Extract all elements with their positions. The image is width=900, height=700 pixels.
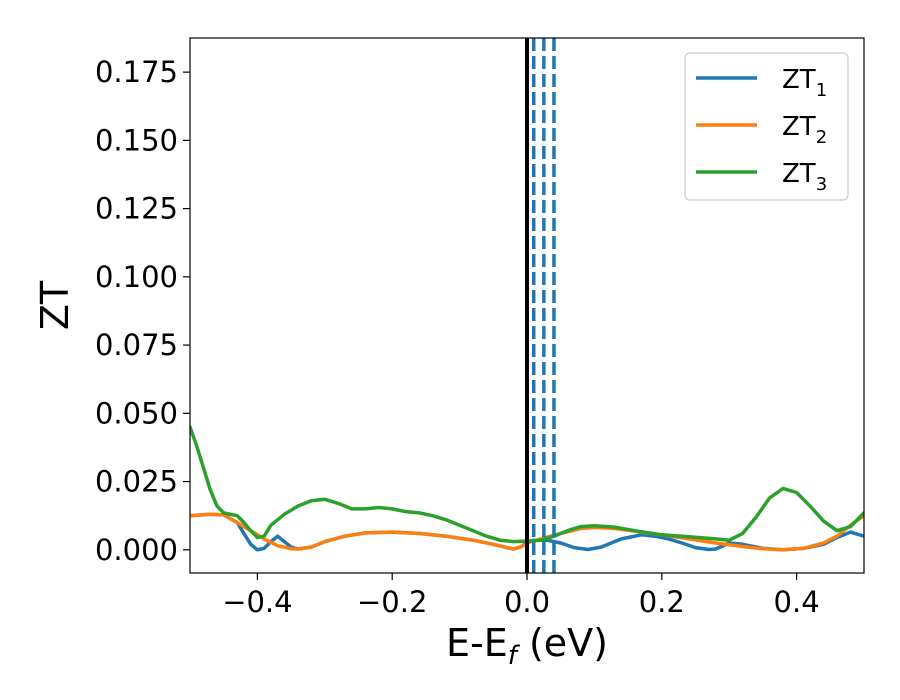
x-axis-label-main: E-E: [446, 621, 508, 665]
legend-label-3: ZT3: [782, 159, 827, 195]
series-line-zt2: [190, 512, 864, 552]
series-layer: [190, 425, 864, 552]
x-axis-label-unit: (eV): [517, 621, 608, 665]
y-axis-label: ZT: [33, 280, 77, 330]
y-tick-label: 0.150: [95, 123, 178, 157]
y-tick-label: 0.000: [95, 533, 178, 567]
legend-label-sub: 1: [816, 80, 827, 101]
y-tick-label: 0.175: [95, 55, 178, 89]
y-tick-label: 0.125: [95, 192, 178, 226]
x-axis: −0.4 −0.2 0.0 0.2 0.4: [222, 573, 820, 619]
y-tick-label: 0.100: [95, 260, 178, 294]
x-tick-label: 0.4: [774, 585, 820, 619]
y-tick-label: 0.075: [95, 328, 178, 362]
legend-label-main: ZT: [782, 112, 816, 142]
series-line-zt3: [190, 425, 864, 544]
y-tick-label: 0.050: [95, 396, 178, 430]
y-tick-label: 0.025: [95, 465, 178, 499]
y-axis: 0.000 0.025 0.050 0.075 0.100 0.125 0.150 0.175: [95, 55, 190, 567]
x-tick-label: −0.4: [222, 585, 292, 619]
legend-label-sub: 2: [816, 127, 827, 148]
legend-label-sub: 3: [816, 174, 827, 195]
legend-label-main: ZT: [782, 159, 816, 189]
legend-box: [684, 52, 849, 201]
legend-label-1: ZT1: [782, 65, 827, 101]
legend-label-2: ZT2: [782, 112, 827, 148]
legend-label-main: ZT: [782, 65, 816, 95]
x-tick-label: 0.2: [639, 585, 685, 619]
vertical-lines-layer: [525, 38, 556, 573]
x-axis-label: E-Ef (eV): [446, 621, 608, 671]
x-tick-label: −0.2: [357, 585, 427, 619]
x-tick-label: 0.0: [504, 585, 550, 619]
